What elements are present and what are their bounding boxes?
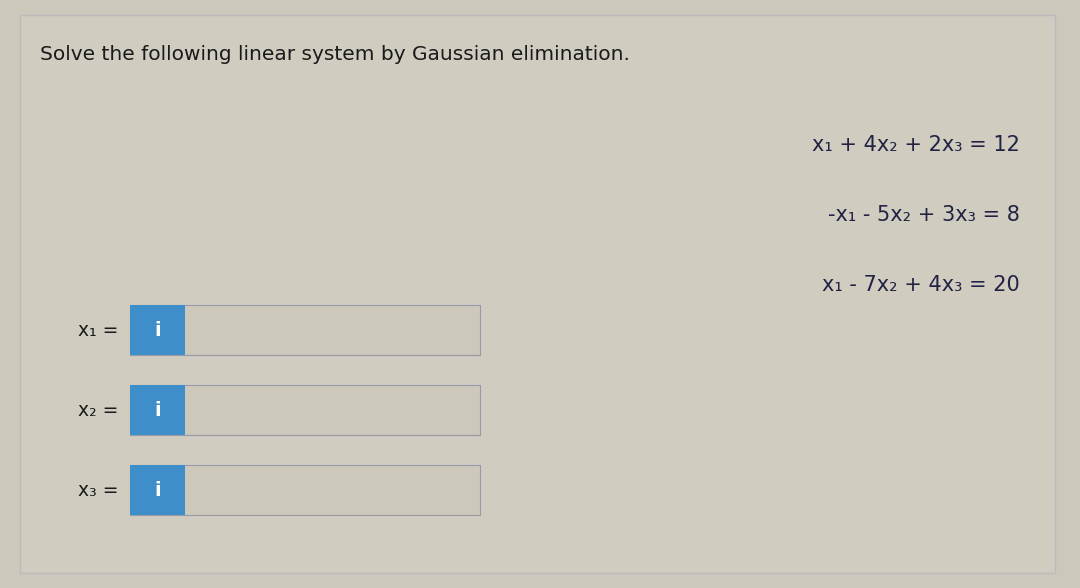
Text: -x₁ - 5x₂ + 3x₃ = 8: -x₁ - 5x₂ + 3x₃ = 8	[828, 205, 1020, 225]
Bar	[130, 385, 480, 435]
Text: x₁ - 7x₂ + 4x₃ = 20: x₁ - 7x₂ + 4x₃ = 20	[822, 275, 1020, 295]
Text: x₁ + 4x₂ + 2x₃ = 12: x₁ + 4x₂ + 2x₃ = 12	[812, 135, 1020, 155]
Text: i: i	[154, 320, 161, 339]
Text: i: i	[154, 400, 161, 419]
Text: Solve the following linear system by Gaussian elimination.: Solve the following linear system by Gau…	[40, 45, 630, 64]
Bar	[130, 305, 480, 355]
Text: x₁ =: x₁ =	[78, 320, 118, 339]
Text: i: i	[154, 480, 161, 499]
Bar	[130, 305, 185, 355]
Bar	[130, 465, 480, 515]
Text: x₂ =: x₂ =	[78, 400, 118, 419]
Text: x₃ =: x₃ =	[78, 480, 118, 499]
Bar	[130, 385, 185, 435]
Bar	[130, 465, 185, 515]
